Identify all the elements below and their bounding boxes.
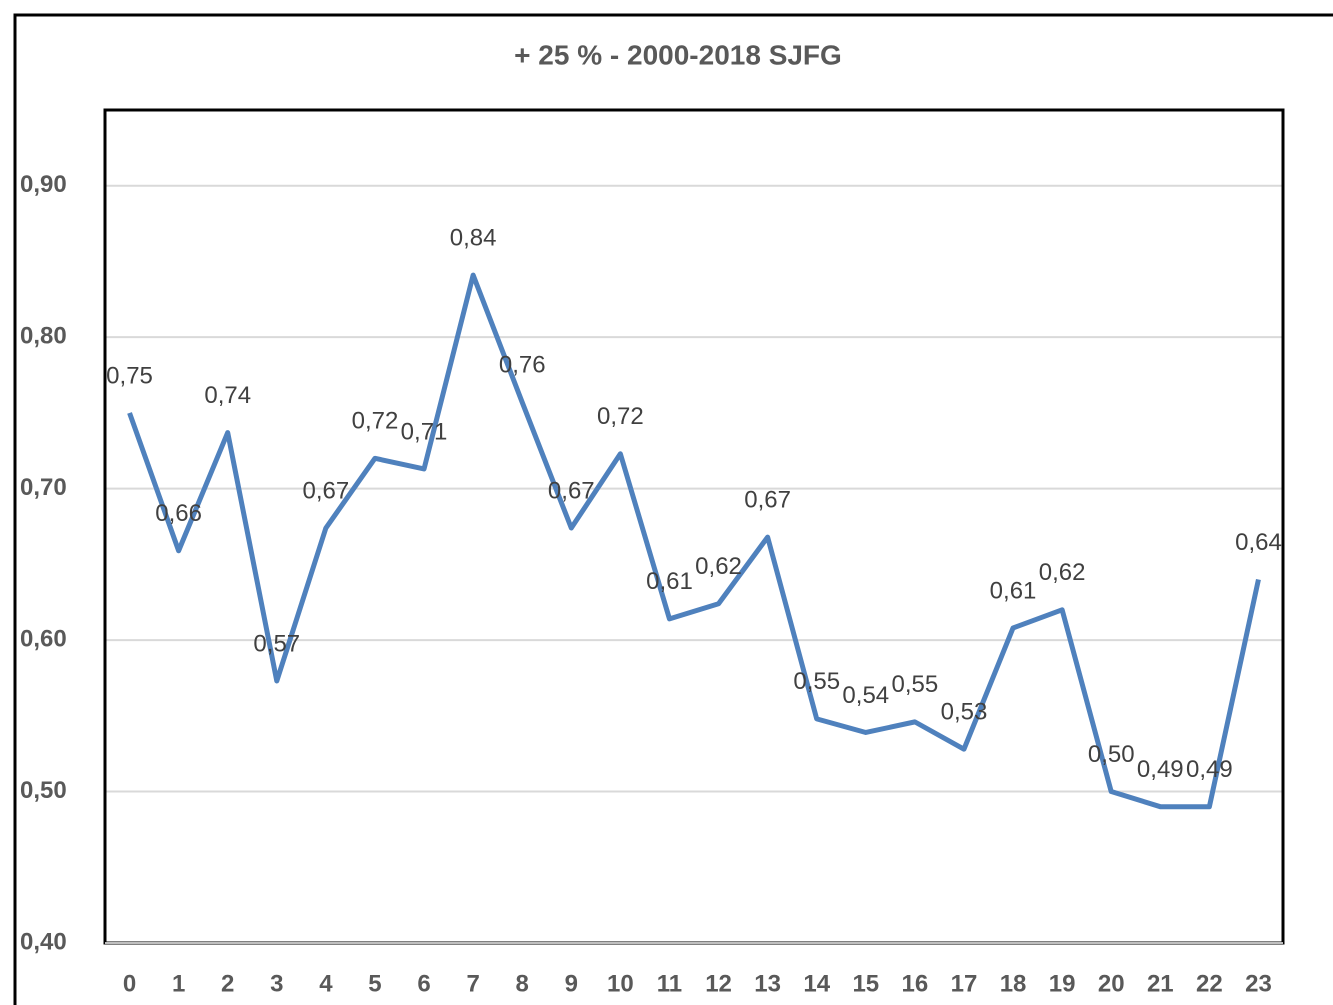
- y-tick-label: 0,70: [20, 474, 67, 501]
- data-label: 0,71: [401, 418, 448, 445]
- data-label: 0,57: [253, 630, 300, 657]
- x-tick-label: 19: [1049, 970, 1076, 997]
- data-label: 0,62: [695, 553, 742, 580]
- x-tick-label: 12: [705, 970, 732, 997]
- data-label: 0,55: [793, 668, 840, 695]
- y-tick-label: 0,40: [20, 928, 67, 955]
- x-tick-label: 20: [1098, 970, 1125, 997]
- x-tick-label: 3: [270, 970, 283, 997]
- data-label: 0,61: [990, 577, 1037, 604]
- y-tick-label: 0,50: [20, 777, 67, 804]
- x-tick-label: 2: [221, 970, 234, 997]
- x-tick-label: 16: [902, 970, 929, 997]
- data-label: 0,54: [842, 682, 889, 709]
- series-line: [127, 272, 1261, 810]
- data-label: 0,66: [155, 500, 202, 527]
- data-label: 0,67: [744, 486, 791, 513]
- data-label: 0,53: [941, 698, 988, 725]
- data-label: 0,84: [450, 224, 497, 251]
- data-label: 0,74: [204, 382, 251, 409]
- x-tick-label: 9: [565, 970, 578, 997]
- data-label: 0,49: [1186, 756, 1233, 783]
- data-label: 0,67: [303, 477, 350, 504]
- x-tick-label: 17: [951, 970, 978, 997]
- x-tick-label: 11: [657, 970, 682, 997]
- y-tick-label: 0,60: [20, 625, 67, 652]
- x-tick-label: 23: [1245, 970, 1272, 997]
- x-tick-label: 5: [368, 970, 381, 997]
- data-label: 0,55: [892, 671, 939, 698]
- x-tick-label: 21: [1147, 970, 1174, 997]
- x-tick-label: 14: [803, 970, 830, 997]
- data-label: 0,61: [646, 568, 693, 595]
- x-tick-label: 13: [754, 970, 781, 997]
- plot-frame: [103, 108, 1285, 945]
- data-label: 0,49: [1137, 756, 1184, 783]
- data-label: 0,76: [499, 352, 546, 379]
- x-tick-label: 22: [1196, 970, 1223, 997]
- x-tick-label: 7: [466, 970, 479, 997]
- chart-title: + 25 % - 2000-2018 SJFG: [514, 39, 842, 70]
- x-tick-label: 15: [852, 970, 879, 997]
- data-label: 0,72: [597, 403, 644, 430]
- x-tick-label: 8: [516, 970, 529, 997]
- data-label: 0,64: [1235, 529, 1282, 556]
- x-tick-label: 1: [172, 970, 185, 997]
- x-tick-label: 18: [1000, 970, 1027, 997]
- data-label: 0,67: [548, 477, 595, 504]
- x-tick-label: 4: [319, 970, 333, 997]
- y-tick-label: 0,90: [20, 171, 67, 198]
- y-tick-label: 0,80: [20, 323, 67, 350]
- data-label: 0,50: [1088, 741, 1135, 768]
- chart-frame: [13, 13, 1333, 1005]
- data-label: 0,62: [1039, 559, 1086, 586]
- data-label: 0,75: [106, 362, 153, 389]
- x-tick-label: 10: [607, 970, 634, 997]
- x-tick-label: 0: [123, 970, 136, 997]
- x-tick-label: 6: [417, 970, 430, 997]
- data-label: 0,72: [352, 408, 399, 435]
